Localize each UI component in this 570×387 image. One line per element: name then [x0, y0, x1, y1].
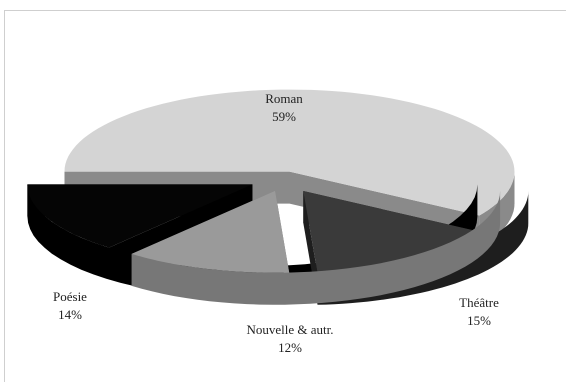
pie-slice-side-nouvelle-0	[131, 190, 501, 305]
data-label-nouvelle-value: 12%	[278, 340, 302, 355]
pie-slice-nouvelle	[131, 190, 290, 273]
data-label-poesie-value: 14%	[58, 307, 82, 322]
chart-frame	[4, 10, 566, 382]
data-label-roman-value: 59%	[272, 109, 296, 124]
pie-slice-poesie	[27, 184, 253, 248]
data-label-roman-name: Roman	[265, 91, 303, 106]
data-label-poesie-name: Poésie	[53, 289, 87, 304]
pie-slice-roman	[64, 89, 515, 216]
data-label-nouvelle-name: Nouvelle & autr.	[246, 322, 333, 337]
data-label-theatre-value: 15%	[467, 313, 491, 328]
data-label-theatre-name: Théâtre	[459, 295, 499, 310]
